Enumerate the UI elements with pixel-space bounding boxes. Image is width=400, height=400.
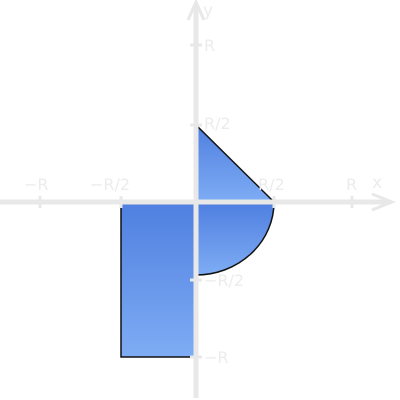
tick-marks xyxy=(38,43,354,359)
tick-label-y-pos-half: R/2 xyxy=(204,114,231,133)
tick-label-x-pos-half: R/2 xyxy=(258,175,285,194)
tick-label-x-neg-r: −R xyxy=(24,175,49,194)
rectangle-region-quadrant-3 xyxy=(120,201,197,358)
x-axis-label: x xyxy=(372,173,382,193)
x-axis-arrow-icon xyxy=(371,192,397,212)
y-axis-label: y xyxy=(203,1,213,21)
quarter-circle-region-quadrant-4 xyxy=(195,201,275,276)
tick-label-y-neg-half: −R/2 xyxy=(204,271,244,290)
y-axis-arrow-icon xyxy=(186,0,206,21)
shaded-region xyxy=(120,123,276,358)
tick-label-y-neg-r: −R xyxy=(204,348,229,367)
tick-label-x-neg-half: −R/2 xyxy=(90,175,130,194)
tick-label-y-pos-r: R xyxy=(204,36,215,55)
tick-label-x-pos-r: R xyxy=(346,175,357,194)
